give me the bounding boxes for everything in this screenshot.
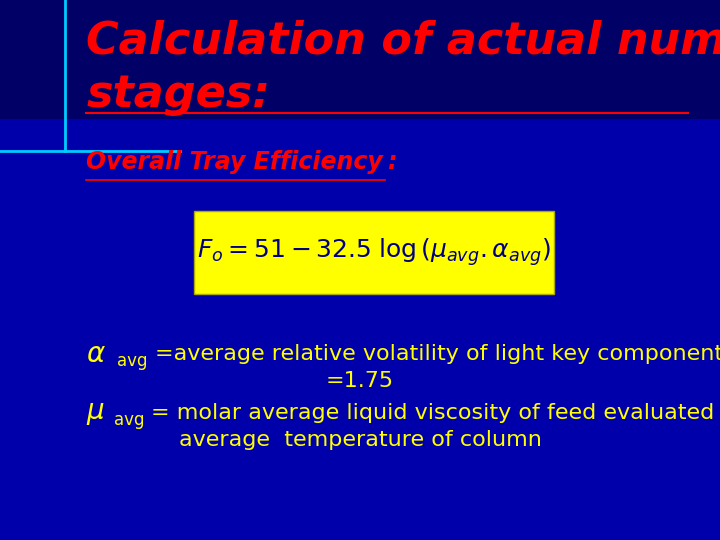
- Text: = molar average liquid viscosity of feed evaluated at: = molar average liquid viscosity of feed…: [151, 403, 720, 423]
- Text: $F_o = 51 - 32.5 \; \log\left( \mu_{avg} . \alpha_{avg} \right)$: $F_o = 51 - 32.5 \; \log\left( \mu_{avg}…: [197, 237, 552, 268]
- Text: avg: avg: [114, 411, 144, 429]
- FancyBboxPatch shape: [0, 0, 720, 119]
- Text: average  temperature of column: average temperature of column: [179, 430, 541, 450]
- Text: Calculation of actual number of: Calculation of actual number of: [86, 19, 720, 62]
- Text: stages:: stages:: [86, 73, 271, 116]
- Text: :: :: [387, 150, 396, 174]
- Text: =1.75: =1.75: [326, 370, 394, 391]
- Text: Overall Tray Efficiency: Overall Tray Efficiency: [86, 150, 383, 174]
- Text: $\mu$: $\mu$: [86, 399, 105, 427]
- Text: =average relative volatility of light key component: =average relative volatility of light ke…: [155, 343, 720, 364]
- Text: $\alpha$: $\alpha$: [86, 340, 107, 368]
- Text: avg: avg: [117, 352, 148, 370]
- FancyBboxPatch shape: [194, 211, 554, 294]
